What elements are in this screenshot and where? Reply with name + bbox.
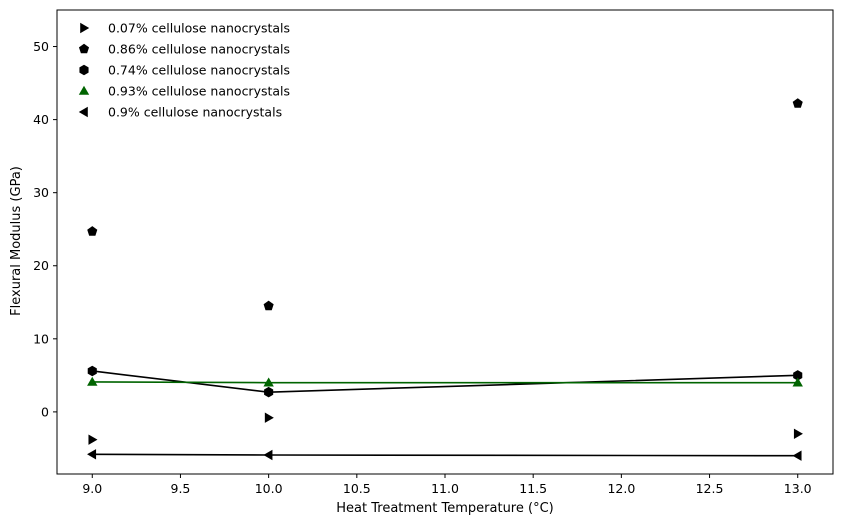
legend-label: 0.9% cellulose nanocrystals	[108, 105, 282, 120]
y-axis: 0 10 20 30 40 50	[33, 39, 57, 419]
x-tick-label: 9.0	[82, 481, 102, 496]
legend-marker	[80, 22, 90, 34]
data-point	[87, 226, 98, 236]
data-point	[792, 377, 803, 387]
y-tick-label: 50	[33, 39, 49, 54]
data-point	[792, 98, 803, 108]
data-point	[263, 449, 273, 461]
data-point	[87, 365, 97, 377]
x-tick-label: 10.5	[343, 481, 371, 496]
data-point	[263, 377, 274, 387]
series-group	[87, 365, 803, 398]
legend-marker	[79, 64, 89, 76]
data-point	[263, 300, 274, 311]
series-group	[87, 376, 803, 387]
y-axis-label: Flexural Modulus (GPa)	[9, 166, 24, 316]
legend-label: 0.86% cellulose nanocrystals	[108, 42, 290, 57]
legend-label: 0.93% cellulose nanocrystals	[108, 84, 290, 99]
x-axis: 9.0 9.5 10.0 10.5 11.0 11.5 12.0 12.5 13.0	[82, 474, 812, 496]
data-point	[792, 450, 802, 461]
legend-label: 0.07% cellulose nanocrystals	[108, 21, 290, 36]
plot-area	[56, 9, 834, 475]
legend-item: 0.9% cellulose nanocrystals	[78, 105, 282, 120]
legend-label: 0.74% cellulose nanocrystals	[108, 63, 290, 78]
series-line	[92, 381, 798, 384]
legend-marker	[78, 43, 90, 54]
series-group	[87, 98, 803, 311]
x-tick-label: 13.0	[784, 481, 812, 496]
x-tick-label: 9.5	[171, 481, 191, 496]
series-group	[88, 412, 803, 445]
x-tick-label: 11.0	[431, 481, 459, 496]
x-tick-label: 10.0	[255, 481, 283, 496]
legend-marker	[78, 85, 90, 95]
y-tick-label: 30	[33, 185, 49, 200]
data-point	[87, 376, 98, 386]
data-point	[264, 412, 274, 423]
legend-item: 0.07% cellulose nanocrystals	[80, 21, 290, 36]
data-point	[87, 449, 97, 460]
x-tick-label: 12.0	[607, 481, 635, 496]
data-point	[264, 386, 274, 398]
legend-item: 0.93% cellulose nanocrystals	[78, 84, 290, 99]
legend-item: 0.86% cellulose nanocrystals	[78, 42, 290, 57]
legend: 0.07% cellulose nanocrystals 0.86% cellul…	[78, 21, 290, 120]
y-tick-label: 10	[33, 331, 49, 346]
data-point	[88, 434, 98, 445]
data-point	[793, 428, 803, 440]
legend-item: 0.74% cellulose nanocrystals	[79, 63, 290, 78]
x-tick-label: 11.5	[519, 481, 547, 496]
legend-marker	[78, 106, 88, 118]
y-tick-label: 40	[33, 112, 49, 127]
x-axis-label: Heat Treatment Temperature (°C)	[336, 501, 553, 516]
y-tick-label: 20	[33, 258, 49, 273]
series-group	[87, 449, 802, 461]
x-tick-label: 12.5	[696, 481, 724, 496]
y-tick-label: 0	[41, 404, 49, 419]
